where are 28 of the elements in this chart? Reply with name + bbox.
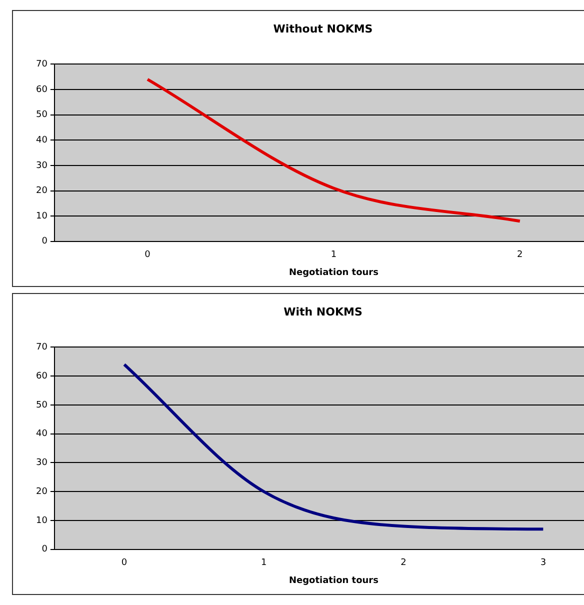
y-tick-label: 70 bbox=[36, 60, 48, 70]
y-tick-label: 20 bbox=[36, 486, 48, 497]
x-tick-label: 1 bbox=[330, 250, 337, 260]
x-axis-title: Negotiation tours bbox=[288, 268, 378, 278]
y-tick-label: 20 bbox=[36, 186, 48, 196]
x-tick-label: 2 bbox=[517, 250, 523, 260]
y-tick-label: 70 bbox=[36, 342, 48, 353]
y-tick-label: 0 bbox=[42, 236, 48, 247]
chart-title: With NOKMS bbox=[284, 305, 362, 318]
y-tick-label: 50 bbox=[36, 400, 48, 410]
y-tick-label: 40 bbox=[36, 429, 48, 440]
x-tick-label: 0 bbox=[121, 558, 128, 568]
x-tick-label: 0 bbox=[144, 250, 151, 260]
x-tick-label: 2 bbox=[400, 558, 406, 568]
x-tick-label: 3 bbox=[540, 558, 546, 568]
y-tick-label: 60 bbox=[36, 371, 48, 382]
chart-title: Without NOKMS bbox=[273, 22, 373, 36]
line-series bbox=[122, 363, 545, 531]
y-tick-label: 10 bbox=[36, 516, 48, 526]
y-tick-label: 40 bbox=[36, 135, 48, 146]
y-tick-label: 50 bbox=[36, 110, 48, 120]
y-tick-label: 60 bbox=[36, 84, 48, 95]
y-tick-label: 10 bbox=[36, 211, 48, 222]
y-tick-label: 0 bbox=[42, 544, 48, 555]
y-tick-label: 30 bbox=[36, 458, 48, 468]
x-axis-title: Negotiation tours bbox=[288, 576, 378, 586]
x-tick-label: 1 bbox=[261, 558, 267, 568]
y-tick-label: 30 bbox=[36, 160, 48, 171]
